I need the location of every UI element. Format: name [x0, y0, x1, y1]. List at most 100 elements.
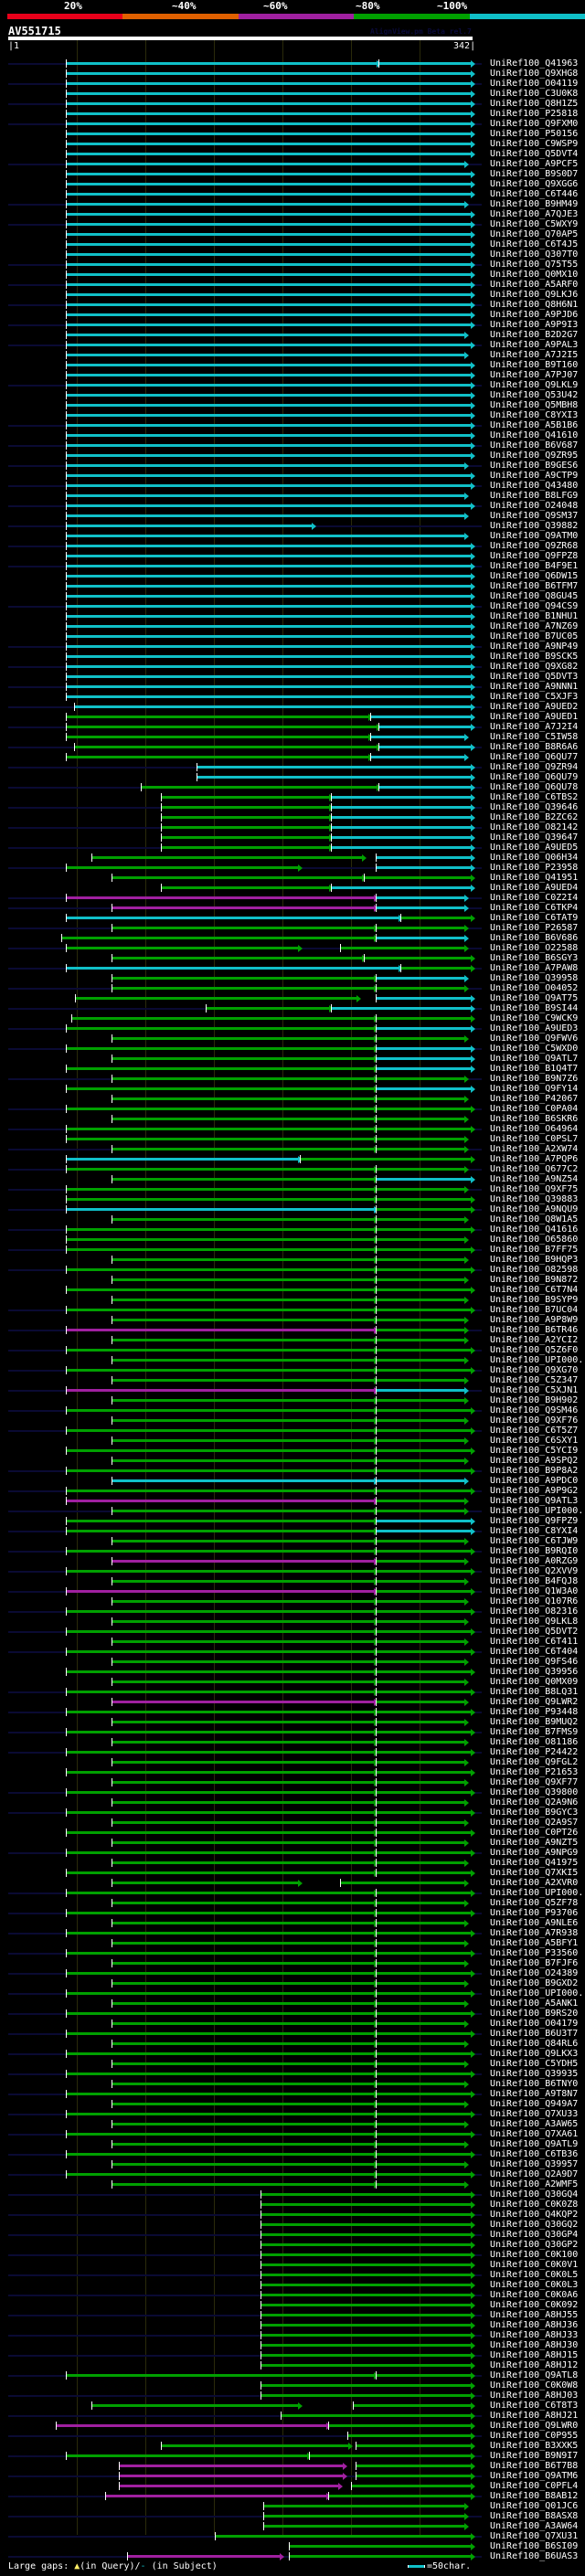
- alignment-row[interactable]: UniRef100_Q9ATM0: [0, 531, 585, 541]
- hsp-segment[interactable]: [112, 2183, 377, 2186]
- alignment-row[interactable]: UniRef100_A9NP49: [0, 641, 585, 652]
- alignment-row[interactable]: UniRef100_Q2A9D7: [0, 2169, 585, 2179]
- alignment-row[interactable]: UniRef100_A7PQP6: [0, 1154, 585, 1164]
- hsp-segment[interactable]: [376, 1761, 466, 1764]
- subject-label[interactable]: UniRef100_C6T4J5: [490, 239, 579, 249]
- hsp-segment[interactable]: [65, 504, 473, 507]
- hsp-segment[interactable]: [112, 906, 377, 909]
- hsp-segment[interactable]: [288, 2545, 473, 2548]
- alignment-row[interactable]: UniRef100_B2ZC62: [0, 812, 585, 822]
- subject-label[interactable]: UniRef100_Q43480: [490, 481, 579, 491]
- subject-label[interactable]: UniRef100_Q8GU45: [490, 591, 579, 601]
- alignment-row[interactable]: UniRef100_B9RQI0: [0, 1546, 585, 1556]
- hsp-segment[interactable]: [376, 1309, 473, 1311]
- alignment-row[interactable]: UniRef100_C0K0V1: [0, 2260, 585, 2270]
- alignment-row[interactable]: UniRef100_A9PDC0: [0, 1476, 585, 1486]
- subject-label[interactable]: UniRef100_A8HJ33: [490, 2330, 579, 2340]
- subject-label[interactable]: UniRef100_A9PDC0: [490, 1476, 579, 1486]
- hsp-segment[interactable]: [260, 2213, 473, 2216]
- hsp-segment[interactable]: [376, 1871, 473, 1874]
- alignment-row[interactable]: UniRef100_B1NHU1: [0, 611, 585, 621]
- hsp-segment[interactable]: [65, 1912, 377, 1914]
- alignment-row[interactable]: UniRef100_Q9FY14: [0, 1084, 585, 1094]
- hsp-segment[interactable]: [376, 1781, 466, 1784]
- subject-label[interactable]: UniRef100_Q9FS46: [490, 1657, 579, 1667]
- hsp-segment[interactable]: [376, 2374, 473, 2377]
- subject-label[interactable]: UniRef100_UPI000..: [490, 1888, 585, 1898]
- subject-label[interactable]: UniRef100_C6T446: [490, 189, 579, 199]
- alignment-row[interactable]: UniRef100_Q30GP4: [0, 2230, 585, 2240]
- alignment-row[interactable]: UniRef100_B6TR46: [0, 1325, 585, 1335]
- subject-label[interactable]: UniRef100_A7J2I5: [490, 350, 579, 360]
- hsp-segment[interactable]: [376, 1801, 466, 1804]
- hsp-segment[interactable]: [112, 1882, 300, 1884]
- subject-label[interactable]: UniRef100_O22588: [490, 943, 579, 953]
- subject-label[interactable]: UniRef100_A5B1B6: [490, 420, 579, 430]
- alignment-row[interactable]: UniRef100_Q39647: [0, 832, 585, 843]
- hsp-segment[interactable]: [65, 555, 473, 557]
- alignment-row[interactable]: UniRef100_Q9LKX3: [0, 2049, 585, 2059]
- hsp-segment[interactable]: [65, 1389, 377, 1392]
- hsp-segment[interactable]: [376, 896, 466, 899]
- alignment-row[interactable]: UniRef100_C0K100: [0, 2250, 585, 2260]
- alignment-row[interactable]: UniRef100_Q9ATL9: [0, 2139, 585, 2149]
- hsp-segment[interactable]: [260, 2354, 473, 2357]
- alignment-row[interactable]: UniRef100_B9GYC3: [0, 1807, 585, 1818]
- alignment-row[interactable]: UniRef100_A2XW74: [0, 1144, 585, 1154]
- hsp-segment[interactable]: [260, 2394, 473, 2397]
- subject-label[interactable]: UniRef100_B6T7B8: [490, 2461, 579, 2471]
- hsp-segment[interactable]: [65, 444, 473, 447]
- subject-label[interactable]: UniRef100_B9N872: [490, 1275, 579, 1285]
- subject-label[interactable]: UniRef100_Q677C2: [490, 1164, 579, 1174]
- hsp-segment[interactable]: [376, 1630, 473, 1633]
- alignment-row[interactable]: UniRef100_A8HJ12: [0, 2360, 585, 2370]
- hsp-segment[interactable]: [299, 1158, 473, 1161]
- subject-label[interactable]: UniRef100_B9HQP3: [490, 1255, 579, 1265]
- hsp-segment[interactable]: [260, 2223, 473, 2226]
- subject-label[interactable]: UniRef100_B9GYC3: [490, 1807, 579, 1818]
- alignment-row[interactable]: UniRef100_Q9AT75: [0, 993, 585, 1003]
- alignment-row[interactable]: UniRef100_A9SPQ2: [0, 1456, 585, 1466]
- subject-label[interactable]: UniRef100_Q9FY14: [490, 1084, 579, 1094]
- subject-label[interactable]: UniRef100_C5YCI9: [490, 1446, 579, 1456]
- hsp-segment[interactable]: [376, 2042, 466, 2045]
- hsp-segment[interactable]: [65, 1791, 377, 1794]
- alignment-row[interactable]: UniRef100_C6T5Z7: [0, 1426, 585, 1436]
- alignment-row[interactable]: UniRef100_O82598: [0, 1265, 585, 1275]
- hsp-segment[interactable]: [376, 1087, 473, 1090]
- subject-label[interactable]: UniRef100_A9NPG9: [490, 1848, 579, 1858]
- alignment-row[interactable]: UniRef100_P26587: [0, 923, 585, 933]
- hsp-segment[interactable]: [376, 1942, 466, 1945]
- subject-label[interactable]: UniRef100_A2XVR0: [490, 1878, 579, 1888]
- alignment-row[interactable]: UniRef100_Q8H1Z5: [0, 99, 585, 109]
- hsp-segment[interactable]: [331, 836, 473, 839]
- subject-label[interactable]: UniRef100_C9WSP9: [490, 139, 579, 149]
- subject-label[interactable]: UniRef100_Q5DVT3: [490, 672, 579, 682]
- subject-label[interactable]: UniRef100_Q9FGL2: [490, 1757, 579, 1767]
- hsp-segment[interactable]: [65, 484, 473, 487]
- hsp-segment[interactable]: [376, 1821, 466, 1824]
- subject-label[interactable]: UniRef100_P21653: [490, 1767, 579, 1777]
- subject-label[interactable]: UniRef100_Q30GQ4: [490, 2189, 579, 2200]
- hsp-segment[interactable]: [70, 1017, 377, 1020]
- subject-label[interactable]: UniRef100_A9P9G2: [490, 1486, 579, 1496]
- subject-label[interactable]: UniRef100_C5XJN1: [490, 1385, 579, 1395]
- subject-label[interactable]: UniRef100_Q39956: [490, 1667, 579, 1677]
- alignment-row[interactable]: UniRef100_A9UED4: [0, 883, 585, 893]
- hsp-segment[interactable]: [376, 1258, 466, 1261]
- subject-label[interactable]: UniRef100_Q75T55: [490, 260, 579, 270]
- hsp-segment[interactable]: [112, 1801, 377, 1804]
- subject-label[interactable]: UniRef100_A2YCI2: [490, 1335, 579, 1345]
- hsp-segment[interactable]: [112, 1439, 377, 1442]
- hsp-segment[interactable]: [112, 1148, 377, 1150]
- alignment-row[interactable]: UniRef100_P93706: [0, 1908, 585, 1918]
- subject-label[interactable]: UniRef100_Q9ZR95: [490, 451, 579, 461]
- hsp-segment[interactable]: [376, 1570, 473, 1573]
- hsp-segment[interactable]: [260, 2274, 473, 2276]
- hsp-segment[interactable]: [65, 404, 473, 407]
- hsp-segment[interactable]: [65, 2454, 310, 2457]
- hsp-segment[interactable]: [400, 967, 473, 970]
- subject-label[interactable]: UniRef100_Q41975: [490, 1858, 579, 1868]
- hsp-segment[interactable]: [376, 1369, 473, 1372]
- hsp-segment[interactable]: [378, 726, 473, 728]
